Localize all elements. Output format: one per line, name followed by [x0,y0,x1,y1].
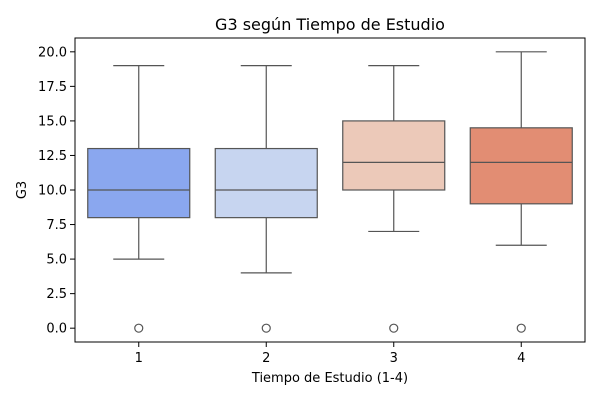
x-tick-label: 2 [262,351,270,366]
y-tick-label: 10.0 [38,184,67,199]
y-tick-label: 17.5 [38,80,67,95]
outlier-point [389,323,399,333]
x-axis-label: Tiempo de Estudio (1-4) [251,371,408,386]
outlier-point [134,323,144,333]
outlier-point [261,323,271,333]
box-3 [342,120,446,191]
box-2 [214,147,318,219]
y-tick-label: 12.5 [38,149,67,164]
box-4 [469,127,573,205]
y-tick-label: 5.0 [46,253,67,268]
y-tick-label: 2.5 [46,287,67,302]
chart-title: G3 según Tiempo de Estudio [215,15,445,34]
x-tick-label: 4 [517,351,525,366]
x-tick-label: 3 [390,351,398,366]
x-tick-label: 1 [135,351,143,366]
box-1 [87,147,191,219]
plot-area: 0.0 2.5 5.0 7.5 10.0 12.5 15.0 17.5 20.0 1 2 3 4 [38,37,586,366]
y-axis-label: G3 [15,181,30,199]
y-tick-label: 15.0 [38,114,67,129]
outlier-point [516,323,526,333]
y-tick-label: 0.0 [46,322,67,337]
y-tick-label: 20.0 [38,45,67,60]
y-tick-label: 7.5 [46,218,67,233]
